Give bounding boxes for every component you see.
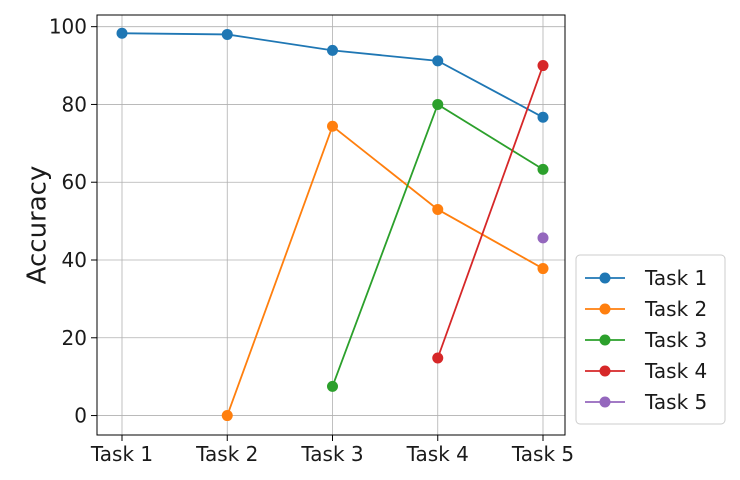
- data-point: [537, 111, 549, 123]
- data-point: [537, 60, 549, 72]
- x-tick-label: Task 2: [195, 442, 258, 466]
- x-tick-label: Task 4: [406, 442, 469, 466]
- data-point: [432, 98, 444, 110]
- series-task-3: [327, 98, 549, 392]
- legend-marker: [599, 365, 611, 377]
- y-axis: 0 20 40 60 80 100: [49, 15, 97, 428]
- plot-area-frame: [96, 14, 566, 436]
- data-point: [221, 410, 233, 422]
- legend-marker: [599, 272, 611, 284]
- legend-item: Task 2: [585, 297, 707, 321]
- data-point: [432, 55, 444, 67]
- y-axis-label: Accuracy: [23, 166, 53, 285]
- data-point: [537, 163, 549, 175]
- series-task-2: [221, 120, 549, 422]
- legend-marker: [599, 396, 611, 408]
- legend-label: Task 5: [644, 390, 707, 414]
- data-point: [537, 263, 549, 275]
- y-tick-label: 60: [62, 170, 87, 194]
- legend-label: Task 2: [644, 297, 707, 321]
- data-point: [327, 120, 338, 132]
- series-task-5: [537, 232, 549, 244]
- series-task-4: [432, 60, 549, 364]
- data-point: [537, 232, 549, 244]
- legend-box: [575, 254, 726, 425]
- data-point: [432, 352, 444, 364]
- data-point: [327, 380, 338, 392]
- series-line: [226, 124, 544, 416]
- legend-item: Task 3: [585, 328, 707, 352]
- series-layer: [116, 27, 549, 422]
- y-tick-label: 100: [49, 15, 87, 39]
- grid: [97, 15, 565, 435]
- legend-label: Task 1: [644, 266, 707, 290]
- legend-marker: [599, 334, 611, 346]
- legend-label: Task 4: [644, 359, 707, 383]
- data-point: [432, 203, 444, 215]
- y-tick-label: 80: [62, 92, 87, 116]
- legend-item: Task 1: [585, 266, 707, 290]
- data-point: [116, 27, 128, 39]
- series-line: [436, 65, 544, 359]
- legend-item: Task 5: [585, 390, 707, 414]
- y-tick-label: 20: [62, 326, 87, 350]
- x-tick-label: Task 5: [511, 442, 574, 466]
- legend-item: Task 4: [585, 359, 707, 383]
- legend-marker: [599, 303, 611, 315]
- legend-label: Task 3: [644, 328, 707, 352]
- data-point: [327, 44, 338, 56]
- data-point: [221, 28, 233, 40]
- x-tick-label: Task 3: [300, 442, 363, 466]
- y-tick-label: 40: [62, 248, 87, 272]
- x-axis: Task 1 Task 2 Task 3 Task 4 Task 5: [90, 435, 574, 466]
- y-tick-label: 0: [74, 404, 87, 428]
- series-task-1: [116, 27, 549, 123]
- x-tick-label: Task 1: [90, 442, 153, 466]
- legend: Task 1 Task 2 Task 3 Task 4 Task 5: [575, 254, 726, 425]
